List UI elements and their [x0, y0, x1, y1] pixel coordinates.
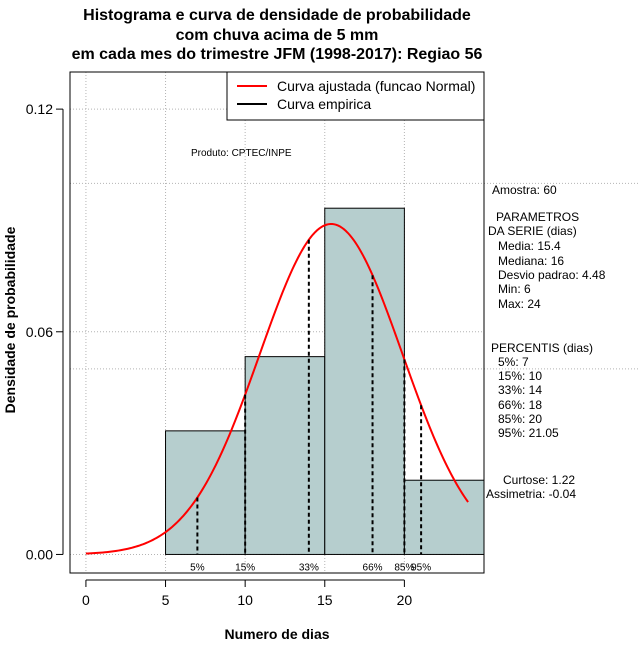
percentil-66: 66%: 18	[498, 398, 543, 412]
y-axis-label: Densidade de probabilidade	[2, 226, 18, 414]
percentile-label-3: 66%	[363, 562, 383, 573]
sample-size: Amostra: 60	[492, 183, 557, 197]
histogram-bar-1	[244, 356, 326, 555]
legend-box	[226, 71, 485, 121]
x-tick-label-10: 10	[237, 592, 253, 608]
percentile-label-0: 5%	[190, 562, 205, 573]
percentil-5: 5%: 7	[498, 355, 529, 369]
percentile-label-2: 33%	[299, 562, 319, 573]
histogram-bar-3	[403, 479, 485, 555]
percentile-label-4: 85%	[394, 562, 414, 573]
y-tick-label-0: 0.00	[26, 546, 53, 562]
percentil-95: 95%: 21.05	[498, 426, 559, 440]
curtose: Curtose: 1.22	[503, 473, 576, 487]
chart-title-line-1: Histograma e curva de densidade de proba…	[83, 7, 471, 24]
percentile-label-1: 15%	[235, 562, 255, 573]
param-max: Max: 24	[498, 297, 541, 311]
axis-layer: 0 5 10 15 20 0.00 0.06 0.12	[26, 71, 485, 608]
legend-label-0: Curva ajustada (funcao Normal)	[277, 78, 475, 94]
param-media: Media: 15.4	[498, 239, 561, 253]
percentil-85: 85%: 20	[498, 412, 543, 426]
x-axis-label: Numero de dias	[224, 626, 330, 642]
params-header-2: DA SERIE (dias)	[488, 224, 577, 238]
param-desvio: Desvio padrao: 4.48	[498, 268, 606, 282]
percentil-15: 15%: 10	[498, 369, 543, 383]
legend-label-1: Curva empirica	[277, 96, 371, 112]
x-tick-label-15: 15	[317, 592, 333, 608]
percentile-label-5: 95%	[411, 562, 431, 573]
curve-layer	[85, 222, 469, 555]
histogram-bar-2	[324, 207, 405, 555]
percentile-layer: 5% 15% 33% 66% 85%95%	[190, 239, 431, 573]
params-header-1: PARAMETROS	[496, 210, 580, 224]
y-tick-label-1: 0.06	[26, 324, 53, 340]
percentil-33: 33%: 14	[498, 383, 543, 397]
bars-layer	[165, 207, 485, 555]
legend-layer: Curva ajustada (funcao Normal) Curva empi…	[226, 71, 485, 121]
normal-fit-curve	[85, 222, 469, 555]
x-tick-label-0: 0	[82, 592, 90, 608]
product-annotation: Produto: CPTEC/INPE	[191, 148, 292, 159]
histogram-bar-0	[165, 430, 246, 555]
assimetria: Assimetria: -0.04	[486, 487, 577, 501]
x-tick-label-20: 20	[397, 592, 413, 608]
percentis-header: PERCENTIS (dias)	[491, 341, 594, 355]
chart-title-line-3: em cada mes do trimestre JFM (1998-2017)…	[71, 46, 483, 63]
param-mediana: Mediana: 16	[498, 254, 565, 268]
param-min: Min: 6	[498, 282, 531, 296]
chart-title-line-2: com chuva acima de 5 mm	[175, 27, 379, 44]
x-tick-label-5: 5	[162, 592, 170, 608]
y-tick-label-2: 0.12	[26, 101, 53, 117]
